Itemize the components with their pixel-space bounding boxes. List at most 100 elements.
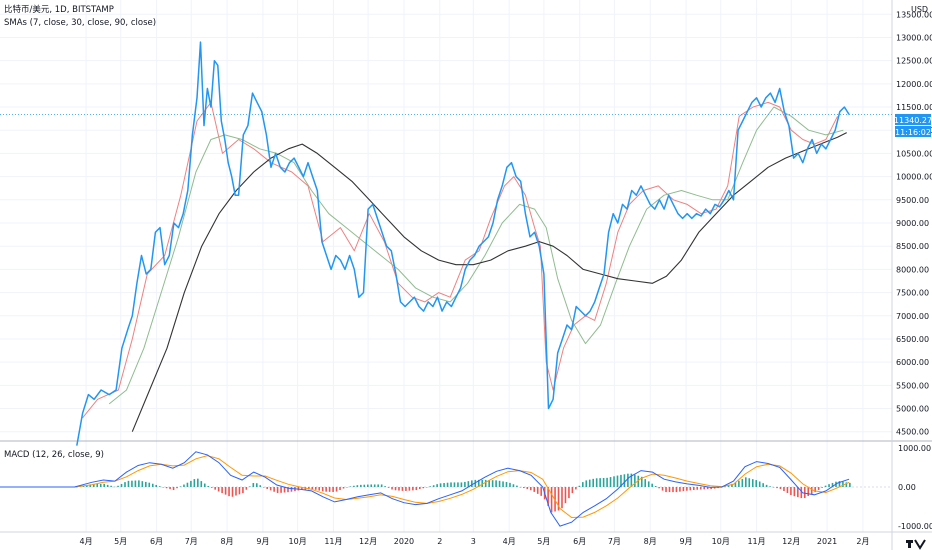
macd-histogram-bar	[169, 487, 171, 490]
macd-histogram-bar	[318, 487, 321, 491]
macd-histogram-bar	[373, 484, 376, 487]
price-pane[interactable]	[0, 41, 892, 446]
macd-histogram-bar	[762, 483, 764, 487]
symbol-title[interactable]: 比特币/美元, 1D, BITSTAMP	[4, 4, 114, 15]
macd-histogram-bar	[651, 483, 653, 487]
price-axis[interactable]: 13500.00 13000.00 12500.00 12000.00 11500.00…	[896, 10, 932, 436]
macd-histogram-bar	[308, 487, 310, 490]
macd-histogram-bar	[609, 477, 612, 487]
macd-histogram-bar	[89, 484, 92, 487]
macd-histogram-bar	[495, 480, 497, 487]
macd-histogram-bar	[110, 485, 112, 487]
price-tick-label: 13500.00	[896, 10, 932, 19]
price-tick-label: 4500.00	[896, 428, 929, 437]
time-axis[interactable]: 2月 4月 5月 6月 7月 8月 9月 10月 11月 12月 2020 2 3 4月 5月 6月 7月 8月 9…	[0, 537, 870, 546]
macd-histogram-bar	[405, 487, 407, 491]
macd-histogram-bar	[339, 487, 341, 491]
macd-histogram-bar	[550, 487, 553, 513]
macd-histogram-bar	[679, 487, 681, 492]
macd-histogram-bar	[699, 487, 702, 490]
macd-histogram-bar	[398, 487, 400, 491]
time-tick-label: 2月	[856, 537, 869, 546]
macd-histogram-bar	[158, 486, 161, 487]
price-tag-value: 11340.27	[894, 116, 932, 125]
macd-pane[interactable]	[0, 451, 851, 527]
macd-histogram-bar	[838, 481, 841, 487]
macd-histogram-bar	[713, 487, 716, 489]
macd-histogram-bar	[734, 482, 737, 487]
macd-histogram-bar	[523, 487, 525, 489]
macd-histogram-bar	[758, 481, 761, 487]
series-line-sma7[interactable]	[82, 101, 838, 419]
macd-histogram-bar	[363, 484, 366, 487]
macd-histogram-bar	[190, 480, 192, 487]
macd-histogram-bar	[203, 483, 206, 487]
macd-histogram-bar	[453, 482, 456, 487]
macd-histogram-bar	[474, 479, 477, 487]
macd-histogram-bar	[790, 487, 792, 495]
macd-axis[interactable]: 1000.00 0.00 -1000.00	[898, 444, 932, 531]
macd-histogram-bar	[432, 485, 435, 487]
time-tick-label: 7月	[608, 537, 621, 546]
macd-histogram-bar	[810, 487, 813, 495]
macd-histogram-bar	[741, 479, 744, 487]
macd-histogram-bar	[245, 487, 248, 490]
macd-histogram-bar	[332, 487, 334, 492]
macd-histogram-bar	[314, 487, 317, 490]
series-line-sma30[interactable]	[108, 106, 844, 405]
macd-histogram-bar	[547, 487, 549, 506]
macd-legend[interactable]: MACD (12, 26, close, 9)	[4, 450, 104, 460]
macd-histogram-bar	[266, 487, 268, 489]
macd-histogram-bar	[519, 487, 522, 488]
macd-histogram-bar	[592, 478, 595, 487]
time-tick-label: 6月	[150, 537, 163, 546]
macd-histogram-bar	[731, 483, 733, 487]
macd-histogram-bar	[533, 487, 536, 492]
macd-histogram-bar	[595, 478, 598, 487]
series-line-sma90[interactable]	[131, 132, 847, 432]
macd-histogram-bar	[588, 479, 591, 487]
price-tick-label: 12500.00	[896, 57, 932, 66]
macd-histogram-bar	[96, 483, 99, 487]
macd-histogram-bar	[221, 487, 223, 494]
macd-histogram-bar	[488, 480, 490, 487]
macd-histogram-bar	[769, 486, 771, 487]
series-layer	[0, 41, 892, 446]
macd-histogram-bar	[745, 477, 747, 487]
macd-histogram-bar	[356, 485, 359, 487]
macd-histogram-bar	[380, 484, 383, 487]
macd-histogram-bar	[654, 485, 657, 487]
macd-histogram-bar	[644, 479, 647, 487]
macd-histogram-bar	[585, 480, 588, 487]
macd-line-macd[interactable]	[0, 451, 850, 527]
series-line-price[interactable]	[76, 41, 850, 446]
macd-histogram-bar	[828, 484, 830, 487]
macd-histogram-bar	[571, 487, 574, 494]
sma-legend[interactable]: SMAs (7, close, 30, close, 90, close)	[4, 18, 156, 28]
price-tick-label: 5500.00	[896, 381, 929, 390]
tradingview-logo-icon[interactable]	[902, 536, 932, 550]
macd-histogram-bar	[131, 480, 133, 487]
macd-histogram-bar	[450, 482, 452, 487]
macd-histogram-bar	[561, 487, 563, 509]
macd-histogram-bar	[460, 482, 463, 487]
macd-histogram-bar	[613, 476, 615, 487]
macd-histogram-bar	[415, 487, 418, 491]
macd-tick-label: -1000.00	[898, 522, 932, 531]
macd-histogram-bar	[418, 487, 421, 490]
macd-histogram-bar	[145, 481, 147, 487]
macd-histogram-bar	[599, 478, 601, 487]
time-tick-label: 2021	[817, 537, 837, 546]
macd-histogram-bar	[141, 481, 144, 487]
macd-histogram-bar	[124, 482, 126, 487]
macd-histogram-bar	[831, 482, 834, 487]
time-tick-label: 9月	[680, 537, 693, 546]
macd-histogram-bar	[564, 487, 567, 504]
macd-histogram-bar	[255, 483, 258, 487]
macd-histogram-bar	[86, 484, 88, 487]
macd-histogram-bar	[783, 487, 785, 492]
macd-line-signal[interactable]	[0, 455, 850, 519]
time-tick-label: 12月	[782, 537, 800, 546]
price-tag	[895, 114, 931, 125]
